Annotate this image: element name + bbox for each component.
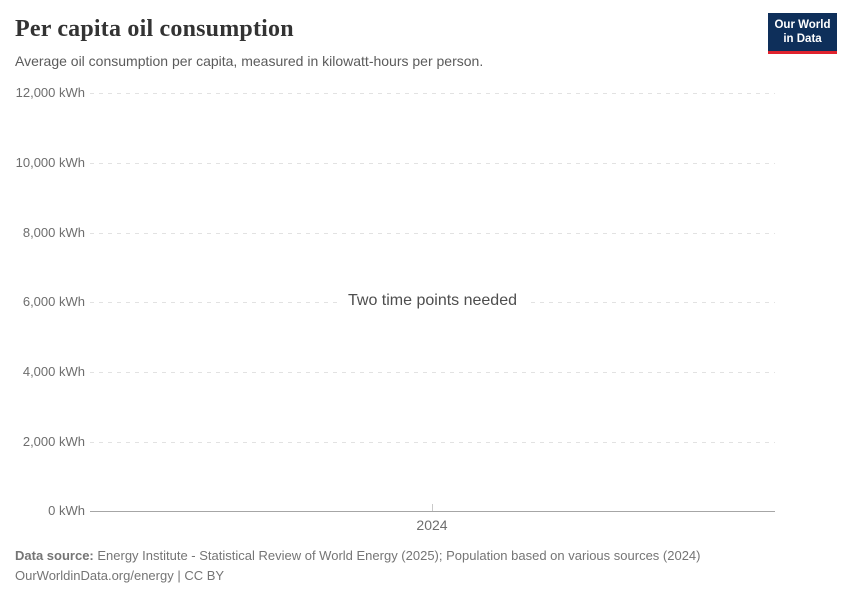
data-source-label: Data source: <box>15 548 94 563</box>
y-axis-label-8000: 8,000 kWh <box>22 225 85 240</box>
x-axis-label-2024: 2024 <box>416 517 448 533</box>
y-axis-label-6000: 6,000 kWh <box>22 294 85 309</box>
y-axis-label-12000: 12,000 kWh <box>15 85 85 100</box>
chart-placeholder-message: Two time points needed <box>90 292 775 310</box>
chart-subtitle: Average oil consumption per capita, meas… <box>15 53 484 69</box>
x-axis-tick-mark <box>432 504 433 511</box>
owid-logo-line2: in Data <box>783 33 822 46</box>
y-axis-label-4000: 4,000 kWh <box>22 364 85 379</box>
gridline-2000 <box>90 442 775 443</box>
data-source-text: Energy Institute - Statistical Review of… <box>93 548 701 563</box>
gridline-10000 <box>90 163 775 164</box>
x-axis-line <box>90 511 775 512</box>
y-axis-label-0: 0 kWh <box>48 503 85 518</box>
gridline-4000 <box>90 372 775 373</box>
y-axis-label-10000: 10,000 kWh <box>15 155 85 170</box>
page-title: Per capita oil consumption <box>15 16 294 42</box>
license-link[interactable]: OurWorldinData.org/energy | CC BY <box>15 568 225 583</box>
gridline-8000 <box>90 233 775 234</box>
data-source-line: Data source: Energy Institute - Statisti… <box>15 548 700 563</box>
owid-logo-line1: Our World <box>774 19 831 31</box>
gridline-12000 <box>90 93 775 94</box>
y-axis-label-2000: 2,000 kWh <box>22 434 85 449</box>
owid-logo[interactable]: Our World in Data <box>768 13 837 54</box>
